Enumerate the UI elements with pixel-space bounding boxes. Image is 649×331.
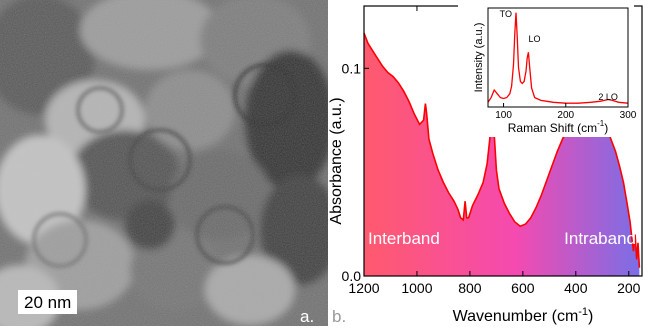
- scale-bar-label: 20 nm: [18, 290, 78, 314]
- absorbance-chart: 1200 1000 800 600 400 200 0.0 0.1 Wavenumber (cm…: [328, 0, 649, 326]
- annotation-interband: Interband: [368, 229, 440, 248]
- inset-annotation: TO: [500, 9, 512, 19]
- tem-image: [0, 0, 340, 331]
- inset-x-tick-label: 200: [557, 110, 574, 121]
- x-tick-label: 200: [617, 280, 641, 296]
- panel-b-label: b.: [332, 307, 346, 326]
- raman-line: [487, 12, 629, 104]
- tem-micrograph: 20 nm a.: [0, 0, 340, 331]
- x-tick-label: 1000: [401, 280, 432, 296]
- panel-a-label: a.: [300, 307, 315, 326]
- x-tick-label: 1200: [348, 280, 379, 296]
- x-tick-label: 800: [458, 280, 482, 296]
- inset-x-tick-label: 300: [620, 110, 637, 121]
- absorbance-area-fill: [364, 33, 640, 276]
- inset-annotation: LO: [528, 34, 540, 44]
- annotation-intraband: Intraband: [564, 229, 636, 248]
- chart-svg: 1200 1000 800 600 400 200 0.0 0.1 Wavenumber (cm…: [328, 4, 643, 326]
- inset-y-axis-label: Intensity (a.u.): [473, 23, 485, 93]
- y-axis-label: Absorbance (a.u.): [328, 97, 345, 224]
- y-tick-label: 0.0: [342, 268, 362, 284]
- inset-x-tick-label: 100: [495, 110, 512, 121]
- inset-annotation: 2 LO: [598, 92, 618, 102]
- x-axis-label: Wavenumber (cm-1): [453, 306, 594, 325]
- inset-x-axis-label: Raman Shift (cm-1): [508, 119, 608, 135]
- x-tick-label: 400: [564, 280, 588, 296]
- x-tick-label: 600: [511, 280, 535, 296]
- inset-frame: [487, 7, 629, 108]
- inset-background: [458, 4, 634, 137]
- y-tick-label: 0.1: [342, 60, 362, 76]
